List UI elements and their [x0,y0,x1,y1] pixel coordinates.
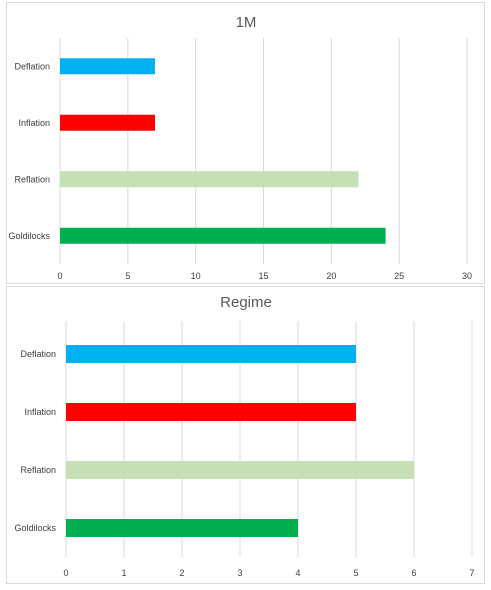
gridlines [59,38,468,264]
x-tick-label: 6 [411,568,416,578]
category-label: Goldilocks [8,231,50,241]
chart-title: 1M [236,14,257,31]
x-tick-label: 1 [121,568,126,578]
x-tick-label: 2 [179,568,184,578]
bar-inflation [66,403,356,421]
x-tick-label: 0 [57,271,62,281]
bar-goldilocks [60,227,386,244]
x-tick-label: 4 [295,568,300,578]
category-label: Inflation [24,407,56,417]
x-tick-label: 30 [462,271,472,281]
x-tick-label: 3 [237,568,242,578]
category-label: Deflation [20,349,56,359]
chart-panel-regime: Regime 0 1 2 3 4 5 6 7 Deflation Inflation Reflati… [6,286,485,584]
x-tick-label: 10 [191,271,201,281]
bar-deflation [60,58,155,75]
category-label: Reflation [14,174,50,184]
x-tick-label: 25 [394,271,404,281]
bar-deflation [66,345,356,363]
chart-1m-svg: 1M 0 5 10 15 20 25 30 Deflation Inflation Reflati… [8,14,472,281]
x-tick-label: 7 [469,568,474,578]
bar-reflation [60,171,359,188]
x-tick-label: 5 [125,271,130,281]
x-tick-label: 20 [326,271,336,281]
bar-inflation [60,114,155,131]
chart-title: Regime [220,294,272,311]
bar-reflation [66,461,414,479]
chart-panel-1m: 1M 0 5 10 15 20 25 30 Deflation Inflation Reflati… [6,2,485,284]
category-label: Reflation [20,465,56,475]
x-tick-label: 15 [258,271,268,281]
x-tick-label: 0 [63,568,68,578]
x-tick-label: 5 [353,568,358,578]
bar-goldilocks [66,519,298,537]
chart-regime-svg: Regime 0 1 2 3 4 5 6 7 Deflation Inflation Reflati… [14,294,474,578]
category-label: Inflation [18,118,50,128]
category-label: Deflation [14,61,50,71]
category-label: Goldilocks [14,523,56,533]
